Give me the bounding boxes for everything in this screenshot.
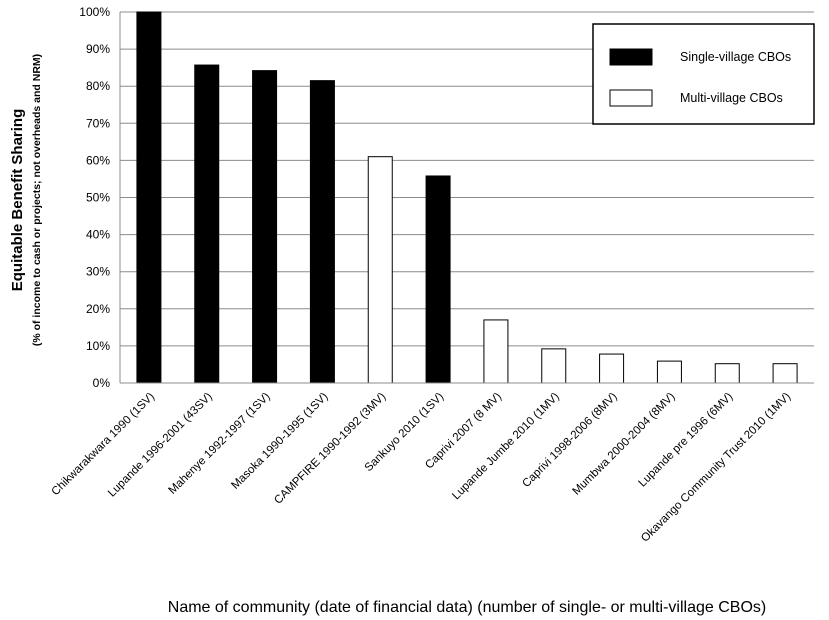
y-tick-label: 70%: [86, 116, 110, 130]
bar-single-village: [194, 64, 220, 384]
y-tick-label: 20%: [86, 302, 110, 316]
y-tick-label: 100%: [79, 5, 110, 19]
category-label-text: Lupande pre 1996 (6MV): [636, 391, 735, 490]
category-label: Mahenye 1992-1997 (1SV): [167, 391, 273, 497]
y-tick-label: 30%: [86, 265, 110, 279]
category-label: Lupande 1996-2001 (43SV): [106, 391, 215, 500]
y-axis-sublabel: (% of income to cash or projects; not ov…: [31, 54, 43, 346]
bar-multi-village: [714, 363, 740, 384]
category-label-text: Lupande Jumbe 2010 (1MV): [450, 391, 562, 503]
category-label: Lupande Jumbe 2010 (1MV): [450, 391, 562, 503]
category-label-text: Masoka 1990-1995 (1SV): [229, 391, 330, 492]
y-axis-subtitle: (% of income to cash or projects; not ov…: [31, 54, 43, 346]
category-label: Chikwarakwara 1990 (1SV): [50, 391, 158, 499]
legend-label-multi: Multi-village CBOs: [680, 91, 783, 105]
y-tick-labels: 0% 10% 20% 30% 40% 50% 60% 70% 80% 90% 100%: [79, 5, 110, 390]
bar-single-village: [252, 70, 278, 384]
category-label-text: CAMPFIRE 1990-1992 (3MV): [272, 391, 388, 507]
category-label: Masoka 1990-1995 (1SV): [229, 391, 330, 492]
bar-multi-village: [599, 353, 625, 384]
x-category-labels: Chikwarakwara 1990 (1SV)Lupande 1996-200…: [50, 391, 794, 545]
y-tick-label: 10%: [86, 339, 110, 353]
category-label-text: Mahenye 1992-1997 (1SV): [167, 391, 273, 497]
y-axis-title: Equitable Benefit Sharing: [9, 109, 26, 292]
legend-swatch-single: [609, 48, 653, 66]
bar-multi-village: [483, 319, 509, 384]
bar-multi-village: [367, 156, 393, 384]
y-tick-label: 50%: [86, 191, 110, 205]
legend: Single-village CBOs Multi-village CBOs: [592, 23, 815, 125]
category-label: CAMPFIRE 1990-1992 (3MV): [272, 391, 388, 507]
y-tick-label: 60%: [86, 153, 110, 167]
bar-single-village: [136, 11, 162, 384]
category-label: Caprivi 1998-2006 (8MV): [520, 391, 619, 490]
y-axis-label: Equitable Benefit Sharing: [9, 109, 26, 292]
gridlines: [120, 11, 814, 347]
bar-multi-village: [656, 360, 682, 384]
category-label-text: Lupande 1996-2001 (43SV): [106, 391, 215, 500]
category-label: Mumbwa 2000-2004 (8MV): [571, 391, 678, 498]
legend-frame: [592, 23, 815, 125]
bar-multi-village: [772, 363, 798, 384]
legend-label-single: Single-village CBOs: [680, 50, 791, 64]
category-label: Lupande pre 1996 (6MV): [636, 391, 735, 490]
bar-single-village: [309, 80, 335, 384]
category-label-text: Caprivi 1998-2006 (8MV): [520, 391, 619, 490]
bar-single-village: [425, 175, 451, 384]
y-tick-label: 80%: [86, 79, 110, 93]
x-axis-label: Name of community (date of financial dat…: [168, 599, 766, 616]
y-tick-label: 90%: [86, 42, 110, 56]
category-label-text: Chikwarakwara 1990 (1SV): [50, 391, 158, 499]
y-tick-label: 40%: [86, 228, 110, 242]
axes: [119, 12, 814, 384]
y-tick-label: 0%: [93, 376, 111, 390]
bar-multi-village: [541, 348, 567, 384]
category-label-text: Mumbwa 2000-2004 (8MV): [571, 391, 678, 498]
legend-swatch-multi: [609, 89, 653, 107]
